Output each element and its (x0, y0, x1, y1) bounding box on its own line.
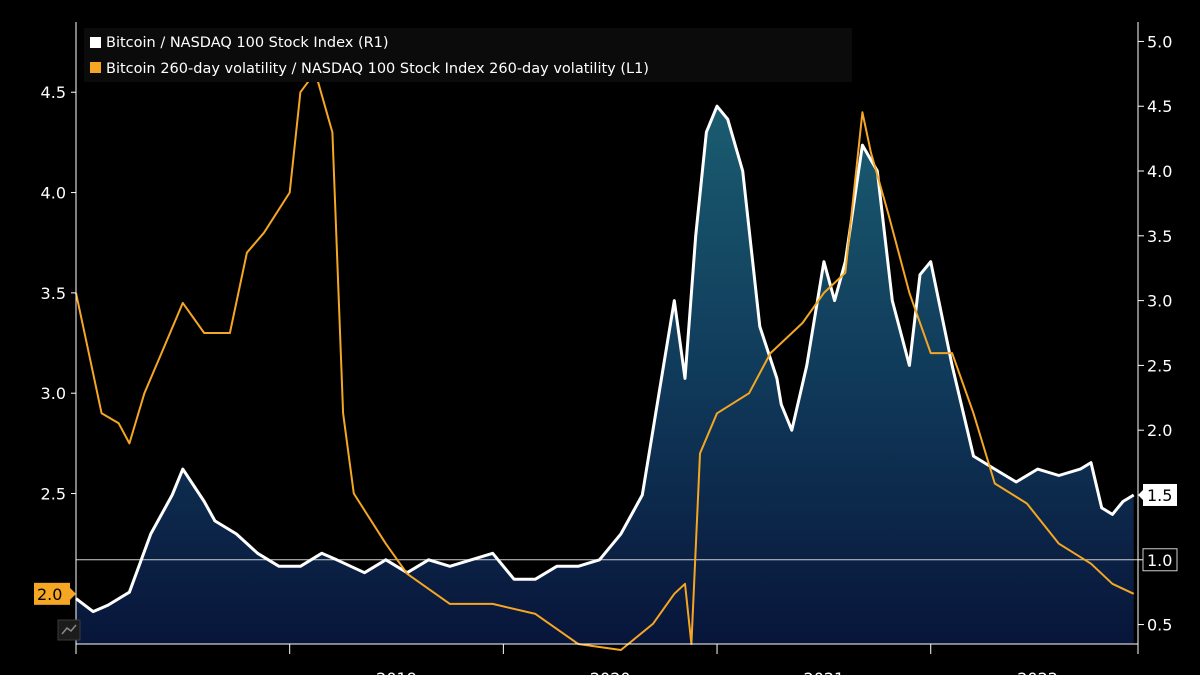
left-tick-label: 3.0 (41, 384, 66, 403)
x-tick-label: 2019 (376, 669, 417, 675)
x-tick-label: 2021 (804, 669, 845, 675)
series-area-0 (76, 106, 1134, 644)
right-tick-label: 5.0 (1147, 32, 1172, 51)
last-value-label-right: 1.5 (1147, 486, 1172, 505)
right-tick-label: 4.0 (1147, 162, 1172, 181)
last-value-pointer-right (1138, 488, 1144, 501)
left-tick-label: 4.0 (41, 184, 66, 203)
right-tick-label: 3.5 (1147, 227, 1172, 246)
legend-label-orange: Bitcoin 260-day volatility / NASDAQ 100 … (106, 61, 649, 77)
right-tick-label: 3.0 (1147, 292, 1172, 311)
series-line-0 (75, 104, 1135, 614)
right-tick-label: 4.5 (1147, 97, 1172, 116)
axes: 2.5 3.0 3.5 4.0 4.5 0.5 2.0 2.5 3.0 3.5 4.0 4.5 5.0 1… (34, 22, 1178, 675)
legend: Bitcoin / NASDAQ 100 Stock Index (R1) Bi… (84, 28, 852, 82)
legend-swatch-orange (90, 62, 101, 73)
legend-swatch-white (90, 37, 101, 48)
last-value-label-left: 2.0 (37, 585, 62, 604)
legend-label-white: Bitcoin / NASDAQ 100 Stock Index (R1) (106, 35, 389, 51)
last-value-box-left (34, 582, 70, 605)
bitcoin-ndx-area (76, 106, 1134, 644)
right-tick-label: 0.5 (1147, 616, 1172, 635)
last-value-box-right (1143, 483, 1177, 506)
right-tick-label: 2.5 (1147, 356, 1172, 375)
x-tick-label: 2020 (590, 669, 631, 675)
reference-value-label: 1.0 (1147, 551, 1172, 570)
chart-toggle-icon[interactable] (57, 619, 81, 641)
x-tick-label: 2022 (1017, 669, 1058, 675)
series-lines (75, 71, 1135, 651)
left-tick-label: 2.5 (41, 485, 66, 504)
right-tick-label: 2.0 (1147, 421, 1172, 440)
last-value-pointer-left (70, 587, 76, 600)
reference-value-box (1142, 548, 1178, 572)
left-tick-label: 3.5 (41, 284, 66, 303)
left-tick-label: 4.5 (41, 83, 66, 102)
series-line-1 (75, 71, 1135, 651)
